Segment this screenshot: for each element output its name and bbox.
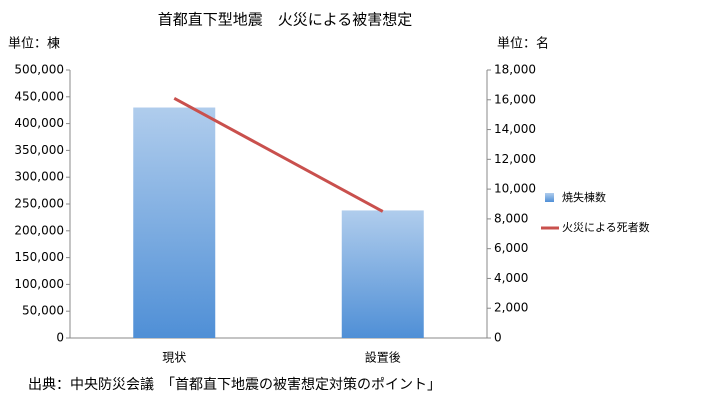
y-tick-label: 400,000	[14, 116, 64, 130]
y2-tick-label: 6,000	[494, 241, 528, 255]
y2-tick-label: 0	[494, 331, 502, 345]
y-tick-label: 50,000	[22, 304, 64, 318]
legend-label: 焼失棟数	[562, 190, 606, 204]
legend-label: 火災による死者数	[562, 221, 650, 234]
chart-title: 首都直下型地震 火災による被害想定	[158, 11, 413, 29]
y-axis-label: 単位：棟	[8, 36, 60, 52]
y-tick-label: 150,000	[14, 250, 64, 264]
y-tick-label: 200,000	[14, 223, 64, 237]
y2-tick-label: 18,000	[494, 63, 536, 77]
y-tick-label: 450,000	[14, 89, 64, 103]
line	[173, 96, 384, 213]
source-note: 出典：中央防災会議 「首都直下地震の被害想定対策のポイント」	[28, 376, 441, 393]
y2-tick-label: 14,000	[494, 122, 536, 136]
y-tick-label: 0	[56, 331, 64, 345]
y-tick-label: 300,000	[14, 170, 64, 184]
bar	[133, 107, 216, 339]
y-tick-label: 350,000	[14, 143, 64, 157]
legend-swatch	[545, 193, 554, 202]
y-tick-label: 500,000	[14, 63, 64, 77]
y2-tick-label: 12,000	[494, 152, 536, 166]
x-tick-label: 設置後	[365, 350, 401, 365]
y2-axis-label: 単位：名	[497, 36, 549, 52]
y2-tick-label: 10,000	[494, 182, 536, 196]
y-tick-label: 250,000	[14, 197, 64, 211]
y2-tick-label: 4,000	[494, 271, 528, 285]
y2-tick-label: 16,000	[494, 92, 536, 106]
y-tick-label: 100,000	[14, 277, 64, 291]
y2-tick-label: 8,000	[494, 211, 528, 225]
y2-tick-label: 2,000	[494, 301, 528, 315]
bar	[341, 210, 424, 338]
x-tick-label: 現状	[162, 351, 186, 365]
